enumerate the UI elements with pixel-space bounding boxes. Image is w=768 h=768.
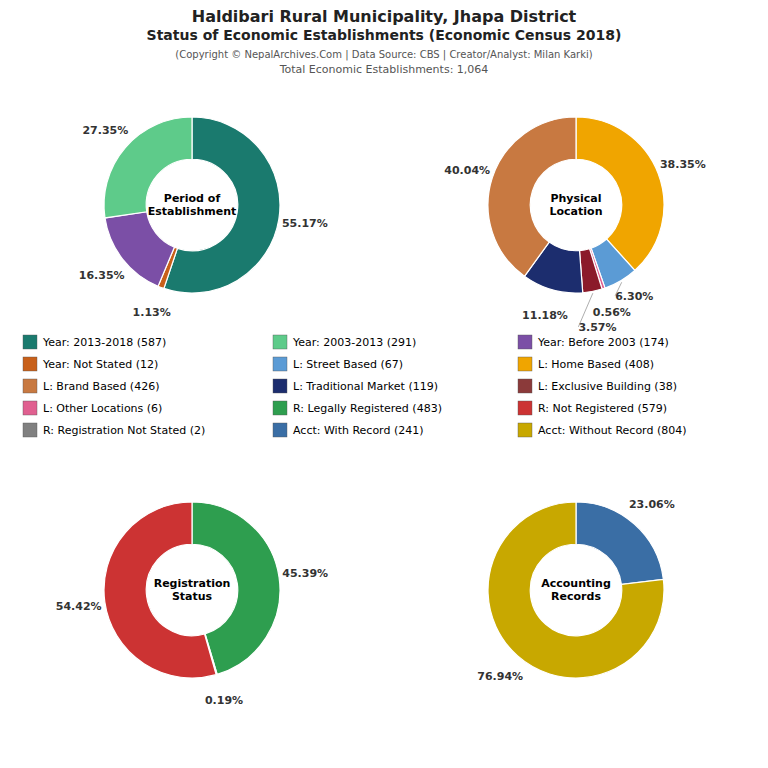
legend-item: R: Registration Not Stated (2): [23, 423, 205, 437]
legend-label: Year: 2013-2018 (587): [42, 336, 166, 349]
legend-swatch: [23, 423, 37, 437]
donut: RegistrationStatus 45.39% 0.19% 54.42%: [56, 502, 328, 707]
legend-swatch: [518, 335, 532, 349]
legend-item: Acct: Without Record (804): [518, 423, 687, 437]
legend-item: L: Traditional Market (119): [273, 379, 438, 393]
legend-swatch: [273, 379, 287, 393]
slice: [580, 249, 603, 293]
slices: [488, 502, 664, 678]
donut: AccountingRecords 23.06% 76.94%: [477, 498, 674, 682]
slices: [104, 117, 280, 293]
legend-label: Year: Not Stated (12): [42, 358, 158, 371]
slices: [104, 502, 280, 678]
data-labels: 23.06% 76.94%: [477, 498, 674, 682]
data-label: 76.94%: [477, 670, 523, 683]
leader-lines: [578, 282, 621, 327]
legend-label: L: Exclusive Building (38): [538, 380, 677, 393]
legend-item: Year: Not Stated (12): [23, 357, 158, 371]
leader-line: [578, 293, 592, 327]
center-label: RegistrationStatus: [154, 577, 231, 603]
legend-swatch: [273, 357, 287, 371]
legend-item: L: Brand Based (426): [23, 379, 159, 393]
data-label: 40.04%: [444, 164, 490, 177]
data-label: 45.39%: [282, 567, 328, 580]
data-labels: 55.17% 1.13% 16.35% 27.35%: [79, 124, 328, 319]
data-label: 0.19%: [205, 694, 243, 707]
title: Status of Economic Establishments (Econo…: [147, 27, 622, 43]
data-labels: 45.39% 0.19% 54.42%: [56, 567, 328, 706]
legend-item: L: Other Locations (6): [23, 401, 162, 415]
legend-label: Year: Before 2003 (174): [537, 336, 669, 349]
legend: Year: 2013-2018 (587) Year: 2003-2013 (29…: [23, 335, 687, 437]
data-label: 6.30%: [615, 290, 653, 303]
donut: Period ofEstablishment 55.17% 1.13% 16.35% 2…: [79, 117, 328, 319]
slice: [576, 502, 663, 584]
legend-item: L: Exclusive Building (38): [518, 379, 677, 393]
legend-swatch: [518, 401, 532, 415]
donut: PhysicalLocation 38.35% 6.30% 0.56% 3.57% 11.…: [444, 117, 705, 334]
legend-label: Year: 2003-2013 (291): [292, 336, 416, 349]
legend-item: R: Legally Registered (483): [273, 401, 442, 415]
data-label: 23.06%: [629, 498, 675, 511]
legend-label: L: Traditional Market (119): [293, 380, 438, 393]
legend-swatch: [273, 401, 287, 415]
legend-item: Acct: With Record (241): [273, 423, 424, 437]
slices: [488, 117, 664, 293]
subtitle: Total Economic Establishments: 1,064: [279, 63, 489, 76]
legend-swatch: [273, 423, 287, 437]
legend-swatch: [23, 357, 37, 371]
data-label: 11.18%: [522, 309, 568, 322]
legend-label: R: Not Registered (579): [538, 402, 667, 415]
legend-swatch: [518, 379, 532, 393]
leader-line: [615, 282, 622, 296]
legend-label: L: Other Locations (6): [43, 402, 162, 415]
legend-swatch: [518, 357, 532, 371]
data-label: 1.13%: [133, 306, 171, 319]
legend-item: L: Home Based (408): [518, 357, 654, 371]
legend-item: Year: Before 2003 (174): [518, 335, 669, 349]
legend-label: L: Home Based (408): [538, 358, 654, 371]
legend-label: L: Street Based (67): [293, 358, 403, 371]
legend-label: R: Legally Registered (483): [293, 402, 442, 415]
legend-swatch: [23, 335, 37, 349]
titles: Haldibari Rural Municipality, Jhapa Dist…: [147, 7, 622, 76]
data-label: 3.57%: [578, 321, 616, 334]
chart: Haldibari Rural Municipality, Jhapa Dist…: [0, 0, 768, 768]
legend-item: R: Not Registered (579): [518, 401, 667, 415]
data-label: 16.35%: [79, 269, 125, 282]
legend-item: L: Street Based (67): [273, 357, 403, 371]
legend-item: Year: 2003-2013 (291): [273, 335, 416, 349]
legend-item: Year: 2013-2018 (587): [23, 335, 166, 349]
title: Haldibari Rural Municipality, Jhapa Dist…: [192, 7, 577, 26]
legend-swatch: [273, 335, 287, 349]
slice: [488, 502, 664, 678]
subtitle: (Copyright © NepalArchives.Com | Data So…: [175, 49, 592, 61]
legend-swatch: [23, 401, 37, 415]
data-label: 54.42%: [56, 600, 102, 613]
center-label: AccountingRecords: [541, 577, 611, 603]
legend-swatch: [23, 379, 37, 393]
legend-label: Acct: Without Record (804): [538, 424, 687, 437]
legend-label: R: Registration Not Stated (2): [43, 424, 205, 437]
data-label: 55.17%: [282, 217, 328, 230]
legend-label: Acct: With Record (241): [293, 424, 424, 437]
center-label: PhysicalLocation: [550, 192, 603, 218]
data-label: 0.56%: [593, 306, 631, 319]
data-labels: 38.35% 6.30% 0.56% 3.57% 11.18% 40.04%: [444, 158, 705, 334]
data-label: 27.35%: [82, 124, 128, 137]
legend-swatch: [518, 423, 532, 437]
center-label: Period ofEstablishment: [148, 192, 237, 218]
data-label: 38.35%: [660, 158, 706, 171]
legend-label: L: Brand Based (426): [43, 380, 159, 393]
